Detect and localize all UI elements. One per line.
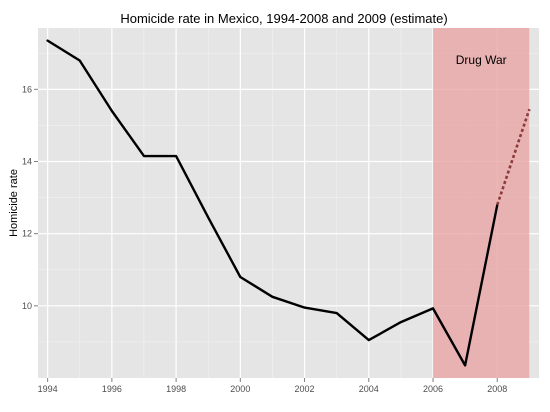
y-axis-label: Homicide rate	[8, 169, 20, 237]
x-tick-label: 2004	[359, 384, 379, 394]
y-axis-ticks: 10 12 14 16	[22, 84, 38, 311]
x-tick-label: 2006	[423, 384, 443, 394]
x-tick-label: 1994	[38, 384, 58, 394]
chart-title: Homicide rate in Mexico, 1994-2008 and 2…	[120, 11, 447, 26]
x-tick-label: 2002	[295, 384, 315, 394]
x-tick-label: 1998	[166, 384, 186, 394]
homicide-rate-line	[46, 39, 499, 367]
data-series	[46, 39, 531, 367]
drug-war-region	[433, 28, 530, 378]
estimate-dotted-line	[496, 108, 531, 206]
y-tick-label: 14	[22, 157, 32, 167]
x-tick-label: 2000	[230, 384, 250, 394]
x-axis-ticks: 1994 1996 1998 2000 2002 2004 2006 2008	[38, 378, 507, 394]
y-tick-label: 16	[22, 84, 32, 94]
shaded-regions: Drug War	[433, 28, 530, 378]
drug-war-label: Drug War	[456, 53, 507, 67]
x-tick-label: 2008	[487, 384, 507, 394]
y-tick-label: 10	[22, 301, 32, 311]
y-tick-label: 12	[22, 229, 32, 239]
x-tick-label: 1996	[102, 384, 122, 394]
